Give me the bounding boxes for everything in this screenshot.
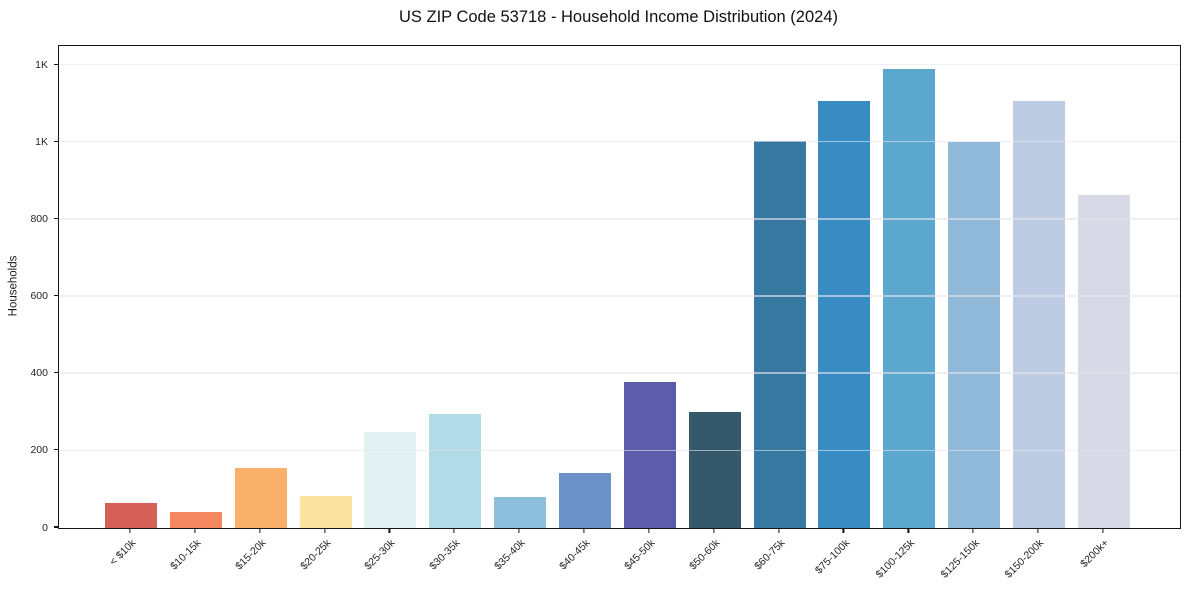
- x-tick-label: $45-50k: [622, 536, 658, 572]
- x-tick-mark: [194, 528, 196, 533]
- x-tick-mark: [518, 528, 520, 533]
- x-slot: $150-200k: [1003, 528, 1064, 589]
- bar-$75-100k: [818, 101, 871, 528]
- x-tick-label: $30-35k: [427, 536, 463, 572]
- y-tick-mark: [53, 217, 58, 220]
- y-tick-mark: [53, 140, 58, 142]
- x-tick-mark: [323, 528, 326, 533]
- chart-title: US ZIP Code 53718 - Household Income Dis…: [398, 8, 838, 26]
- gridline: [59, 449, 1180, 451]
- bar-$125-150k: [948, 142, 1001, 528]
- y-tick-label: 1K: [35, 58, 48, 71]
- bar-< $10k: [105, 502, 157, 528]
- x-tick-label: $10-15k: [168, 536, 204, 572]
- x-slot: $45-50k: [622, 528, 675, 589]
- x-tick-label: $125-150k: [938, 536, 982, 581]
- x-tick-label: < $10k: [107, 536, 139, 568]
- x-tick-mark: [778, 528, 780, 533]
- x-slot: $10-15k: [168, 528, 221, 589]
- y-tick-mark: [53, 63, 58, 65]
- x-tick-label: $60-75k: [751, 536, 788, 572]
- x-slot: $25-30k: [362, 528, 415, 589]
- x-tick-label: $20-25k: [297, 536, 334, 572]
- x-tick-label: $200k+: [1078, 536, 1112, 570]
- x-tick-mark: [648, 528, 650, 533]
- x-slot: $125-150k: [938, 528, 999, 589]
- x-slot: $60-75k: [751, 528, 805, 589]
- plot-area: [58, 45, 1181, 529]
- x-tick-label: $15-20k: [232, 536, 269, 572]
- bar-$100-125k: [883, 69, 936, 528]
- y-tick-mark: [53, 526, 58, 528]
- x-slot: < $10k: [104, 528, 156, 589]
- bar-$15-20k: [234, 468, 287, 528]
- x-tick-mark: [842, 528, 845, 533]
- bar-$30-35k: [429, 413, 482, 528]
- y-tick-mark: [53, 372, 58, 374]
- x-tick-mark: [1102, 528, 1104, 533]
- x-slot: $20-25k: [297, 528, 351, 589]
- bar-$20-25k: [299, 496, 352, 528]
- y-tick-label: 1K: [35, 135, 48, 148]
- y-tick-label: 600: [30, 290, 48, 303]
- gridline: [59, 372, 1180, 374]
- y-tick-label: 200: [30, 444, 48, 457]
- gridline: [59, 141, 1180, 143]
- x-slot: $40-45k: [557, 528, 610, 589]
- y-tick-label: 0: [42, 521, 48, 534]
- x-tick-mark: [259, 528, 261, 533]
- x-tick-label: $75-100k: [812, 536, 852, 576]
- bar-$25-30k: [364, 432, 417, 528]
- gridline: [59, 218, 1180, 220]
- x-tick-label: $100-125k: [873, 536, 917, 581]
- bar-$35-40k: [494, 496, 547, 528]
- x-tick-mark: [583, 528, 585, 533]
- x-slot: $15-20k: [232, 528, 286, 589]
- x-tick-mark: [1037, 528, 1039, 533]
- x-slot: $35-40k: [492, 528, 545, 589]
- x-axis: < $10k $10-15k $15-20k $20-25k $25-30k $30-35…: [58, 528, 1179, 589]
- bar-$150-200k: [1013, 101, 1066, 528]
- y-tick-label: 800: [30, 213, 48, 226]
- x-tick-label: $25-30k: [362, 536, 398, 572]
- bar-series: [59, 46, 1180, 528]
- x-tick-label: $150-200k: [1002, 536, 1047, 581]
- bar-$45-50k: [623, 382, 676, 528]
- bar-$60-75k: [753, 140, 806, 528]
- bar-$10-15k: [169, 511, 222, 528]
- y-axis: 0 200 400 600 800 1K 1K: [0, 45, 58, 534]
- x-tick-mark: [972, 528, 974, 533]
- x-tick-label: $50-60k: [686, 536, 723, 572]
- x-tick-mark: [453, 528, 455, 533]
- x-tick-mark: [713, 528, 715, 533]
- x-tick-mark: [907, 528, 909, 533]
- x-tick-label: $35-40k: [492, 536, 528, 572]
- x-tick-mark: [388, 528, 391, 533]
- gridline: [59, 63, 1180, 66]
- bar-$40-45k: [559, 472, 612, 528]
- x-slot: $100-125k: [873, 528, 934, 589]
- x-slot: $200k+: [1077, 528, 1129, 589]
- x-tick-mark: [129, 528, 131, 533]
- gridline: [59, 295, 1180, 297]
- x-slot: $50-60k: [686, 528, 740, 589]
- x-tick-label: $40-45k: [557, 536, 593, 572]
- x-slot: $75-100k: [812, 528, 869, 589]
- y-tick-label: 400: [30, 367, 48, 380]
- y-tick-mark: [53, 295, 58, 297]
- x-slot: $30-35k: [427, 528, 480, 589]
- y-tick-mark: [53, 449, 58, 451]
- bar-$50-60k: [688, 411, 741, 528]
- bar-$200k+: [1077, 195, 1130, 528]
